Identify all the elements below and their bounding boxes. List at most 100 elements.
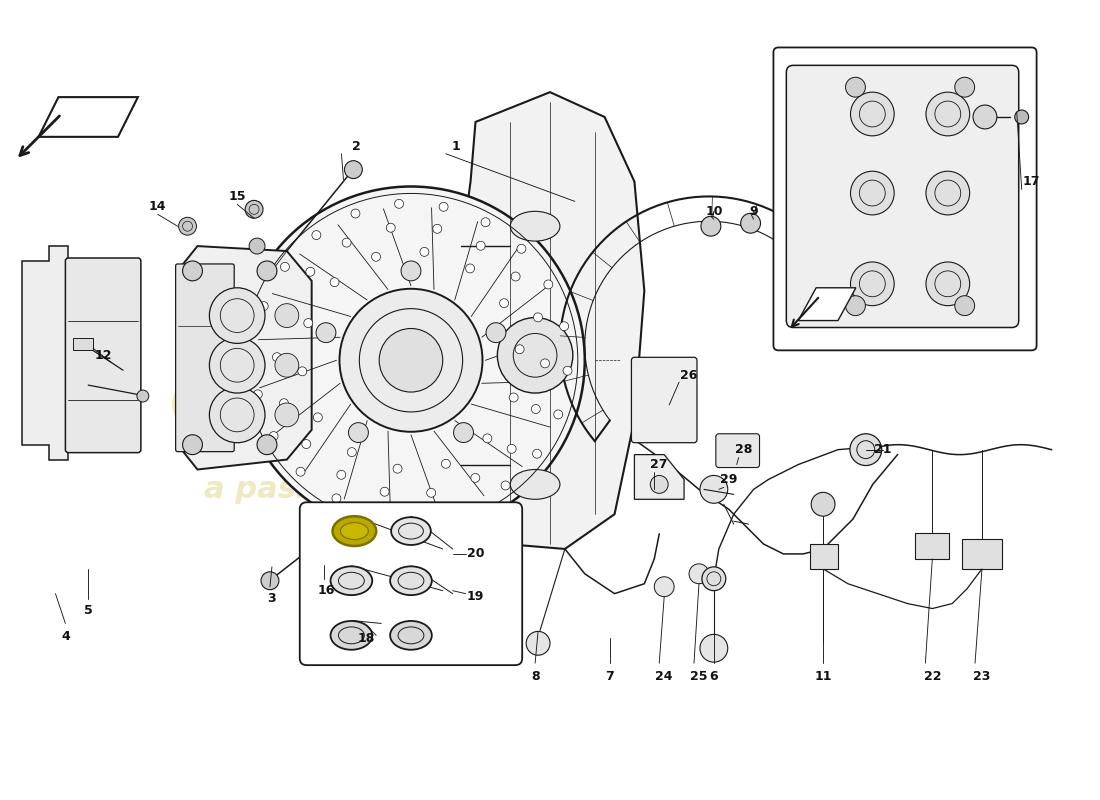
Circle shape: [507, 444, 516, 454]
Circle shape: [850, 262, 894, 306]
Circle shape: [432, 224, 442, 234]
Circle shape: [298, 367, 307, 376]
Circle shape: [332, 494, 341, 503]
Text: 3: 3: [267, 592, 276, 605]
Polygon shape: [39, 97, 138, 137]
Circle shape: [393, 464, 402, 473]
Circle shape: [372, 252, 381, 262]
Circle shape: [275, 304, 299, 327]
Circle shape: [560, 322, 569, 330]
Circle shape: [275, 354, 299, 377]
Ellipse shape: [330, 566, 372, 595]
Circle shape: [502, 481, 510, 490]
Circle shape: [301, 439, 311, 449]
Ellipse shape: [510, 211, 560, 241]
Circle shape: [462, 502, 471, 511]
Circle shape: [348, 448, 356, 457]
Circle shape: [1014, 110, 1028, 124]
Circle shape: [395, 199, 404, 208]
Circle shape: [974, 105, 997, 129]
Polygon shape: [799, 288, 856, 321]
Circle shape: [183, 261, 202, 281]
Circle shape: [249, 238, 265, 254]
Circle shape: [381, 487, 389, 496]
Circle shape: [689, 564, 708, 584]
Ellipse shape: [390, 621, 432, 650]
Circle shape: [316, 322, 336, 342]
Text: 1: 1: [451, 140, 460, 154]
Circle shape: [183, 434, 202, 454]
Circle shape: [926, 171, 970, 215]
Ellipse shape: [510, 470, 560, 499]
Circle shape: [563, 366, 572, 375]
Bar: [915, 533, 949, 559]
Circle shape: [282, 307, 290, 316]
Circle shape: [476, 242, 485, 250]
Circle shape: [471, 474, 480, 482]
Polygon shape: [962, 539, 1002, 569]
FancyBboxPatch shape: [773, 47, 1036, 350]
Circle shape: [386, 223, 395, 232]
Text: 8: 8: [531, 670, 539, 682]
Text: 7: 7: [605, 670, 614, 682]
Circle shape: [439, 202, 448, 211]
Circle shape: [532, 450, 541, 458]
Circle shape: [701, 216, 721, 236]
Circle shape: [270, 432, 278, 441]
Text: 25: 25: [690, 670, 707, 682]
Circle shape: [312, 230, 321, 239]
Ellipse shape: [392, 517, 431, 545]
Circle shape: [497, 318, 573, 393]
Circle shape: [273, 353, 282, 362]
Text: 20: 20: [466, 547, 484, 561]
Text: 9: 9: [749, 205, 758, 218]
Circle shape: [209, 387, 265, 442]
Circle shape: [245, 200, 263, 218]
Text: 22: 22: [924, 670, 942, 682]
Circle shape: [314, 413, 322, 422]
Circle shape: [846, 78, 866, 97]
Circle shape: [926, 92, 970, 136]
Circle shape: [499, 298, 508, 308]
Text: 6: 6: [710, 670, 718, 682]
Circle shape: [811, 492, 835, 516]
Circle shape: [850, 434, 882, 466]
Text: 5: 5: [84, 604, 92, 617]
Circle shape: [257, 434, 277, 454]
Text: 21: 21: [873, 443, 891, 456]
Text: 11: 11: [814, 670, 832, 682]
Text: 28: 28: [735, 443, 752, 456]
Circle shape: [740, 214, 760, 233]
Circle shape: [483, 434, 492, 443]
Text: 29: 29: [720, 473, 737, 486]
FancyBboxPatch shape: [631, 358, 697, 442]
FancyBboxPatch shape: [65, 258, 141, 453]
Circle shape: [306, 267, 315, 276]
Circle shape: [515, 345, 524, 354]
Circle shape: [279, 398, 288, 408]
Circle shape: [344, 161, 362, 178]
Text: 14: 14: [148, 200, 166, 213]
Circle shape: [850, 92, 894, 136]
Text: 26: 26: [680, 369, 697, 382]
Circle shape: [330, 278, 339, 286]
Circle shape: [296, 467, 305, 476]
Text: 19: 19: [466, 590, 484, 603]
Text: 16: 16: [318, 584, 336, 597]
Circle shape: [304, 318, 312, 327]
Circle shape: [512, 272, 520, 281]
Text: a passion for driving: a passion for driving: [204, 475, 559, 504]
Circle shape: [209, 288, 265, 343]
Polygon shape: [177, 246, 311, 470]
Text: 24: 24: [656, 670, 673, 682]
Circle shape: [531, 405, 540, 414]
Circle shape: [349, 422, 368, 442]
Circle shape: [257, 261, 277, 281]
Bar: [74, 338, 94, 350]
Circle shape: [534, 313, 542, 322]
Text: 18: 18: [358, 632, 375, 645]
Circle shape: [315, 565, 332, 582]
FancyBboxPatch shape: [716, 434, 759, 467]
Text: 10: 10: [705, 205, 723, 218]
Text: 17: 17: [1023, 175, 1041, 188]
